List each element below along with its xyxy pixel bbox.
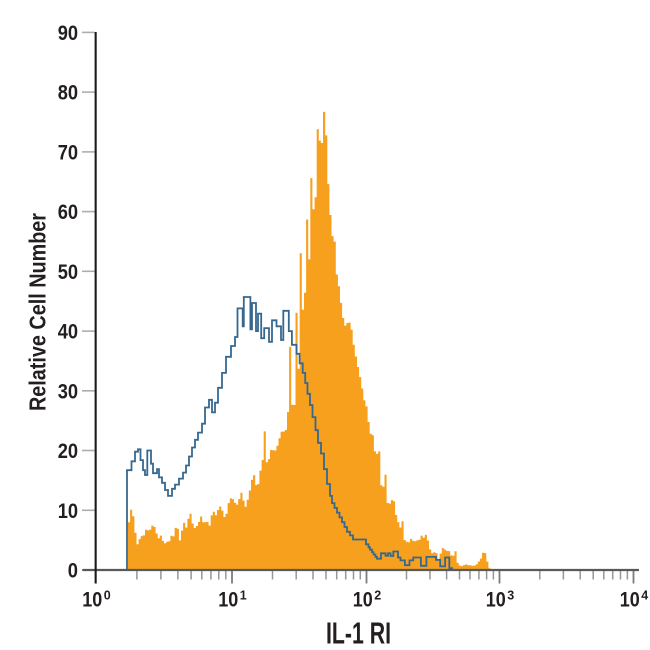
svg-text:80: 80 — [58, 82, 78, 105]
svg-text:60: 60 — [58, 201, 78, 224]
svg-text:0: 0 — [104, 589, 111, 603]
svg-text:10: 10 — [620, 588, 640, 611]
svg-text:10: 10 — [353, 588, 373, 611]
svg-text:0: 0 — [68, 560, 78, 583]
svg-text:10: 10 — [58, 500, 78, 523]
svg-text:3: 3 — [507, 589, 514, 603]
svg-text:IL-1 RI: IL-1 RI — [326, 617, 391, 650]
svg-text:70: 70 — [58, 141, 78, 164]
svg-text:10: 10 — [486, 588, 506, 611]
svg-text:2: 2 — [374, 589, 381, 603]
svg-text:10: 10 — [218, 588, 238, 611]
svg-text:50: 50 — [58, 261, 78, 284]
svg-text:30: 30 — [58, 380, 78, 403]
svg-text:90: 90 — [58, 22, 78, 45]
svg-text:Relative Cell Number: Relative Cell Number — [25, 213, 51, 411]
svg-text:40: 40 — [58, 321, 78, 344]
svg-text:20: 20 — [58, 440, 78, 463]
svg-text:10: 10 — [82, 588, 102, 611]
svg-text:1: 1 — [240, 589, 247, 603]
svg-text:4: 4 — [641, 589, 648, 603]
